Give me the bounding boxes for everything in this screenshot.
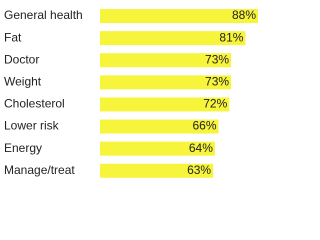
category-label: General health	[4, 8, 83, 22]
bar	[100, 31, 246, 46]
bar	[100, 141, 215, 156]
value-label: 72%	[203, 97, 227, 111]
value-label: 73%	[205, 52, 229, 66]
value-label: 64%	[189, 141, 213, 155]
value-label: 63%	[187, 163, 211, 177]
bar	[100, 119, 219, 134]
bar	[100, 163, 214, 178]
category-label: Cholesterol	[4, 97, 65, 111]
category-label: Fat	[4, 30, 22, 44]
value-label: 73%	[205, 75, 229, 89]
category-label: Lower risk	[4, 119, 60, 133]
category-label: Weight	[4, 75, 42, 89]
chart: General health 88% Fat 81% Doctor 73% Weight 73…	[4, 8, 258, 178]
bar	[100, 75, 232, 90]
category-label: Manage/treat	[4, 163, 75, 177]
category-label: Doctor	[4, 52, 39, 66]
value-label: 81%	[219, 30, 243, 44]
bar	[100, 9, 258, 24]
category-label: Energy	[4, 141, 42, 155]
bar	[100, 97, 230, 112]
value-label: 66%	[192, 119, 216, 133]
value-label: 88%	[232, 8, 256, 22]
bar	[100, 53, 232, 68]
